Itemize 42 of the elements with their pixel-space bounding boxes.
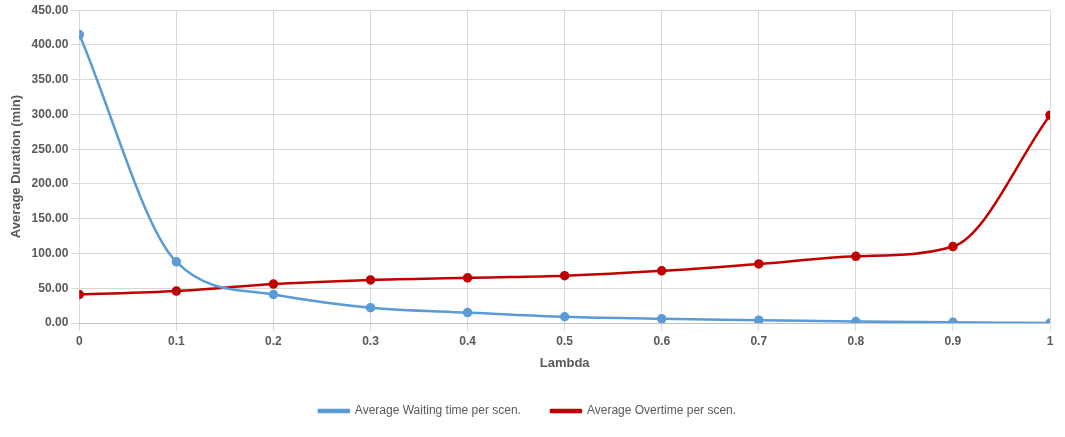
point [268,279,279,289]
point [171,257,182,267]
point [754,259,764,269]
y-tick-label: 300.00 [31,106,69,121]
x-tick-label: 0.5 [556,333,574,348]
y-tick-label: 350.00 [31,72,69,87]
y-tick-label: 0.00 [44,315,69,330]
point [171,286,182,296]
point [754,315,764,323]
x-tick-label: 0.2 [265,333,283,348]
point [559,311,570,322]
x-tick-label: 0.7 [750,333,768,348]
x-axis-title: Lambda [539,354,591,370]
y-tick-label: 50.00 [38,280,69,295]
x-tick-label: 0.1 [168,333,186,348]
y-tick-label: 400.00 [31,37,69,52]
legend-label: Average Waiting time per scen. [354,403,521,418]
point [559,270,570,281]
point [851,316,861,323]
x-tick-label: 0.4 [459,333,477,348]
x-tick-label: 0.9 [944,333,962,348]
x-tick-label: 0 [75,333,83,348]
point [268,289,279,300]
y-tick-label: 150.00 [31,211,69,226]
point [462,307,473,318]
point [365,275,376,285]
y-tick-label: 200.00 [31,176,69,191]
point [462,273,473,283]
x-tick-label: 0.6 [653,333,671,348]
y-tick-label: 100.00 [31,245,69,260]
point [365,302,376,313]
x-tick-label: 0.8 [847,333,865,348]
y-tick-label: 250.00 [31,141,69,156]
y-axis-title: Average Duration (min) [8,94,24,239]
legend-label: Average Overtime per scen. [586,403,737,418]
x-tick-label: 1 [1046,333,1054,348]
point [948,241,958,252]
x-tick-label: 0.3 [362,333,380,348]
point [851,251,861,262]
point [656,266,667,276]
point [656,314,667,323]
y-tick-label: 450.00 [31,2,69,17]
